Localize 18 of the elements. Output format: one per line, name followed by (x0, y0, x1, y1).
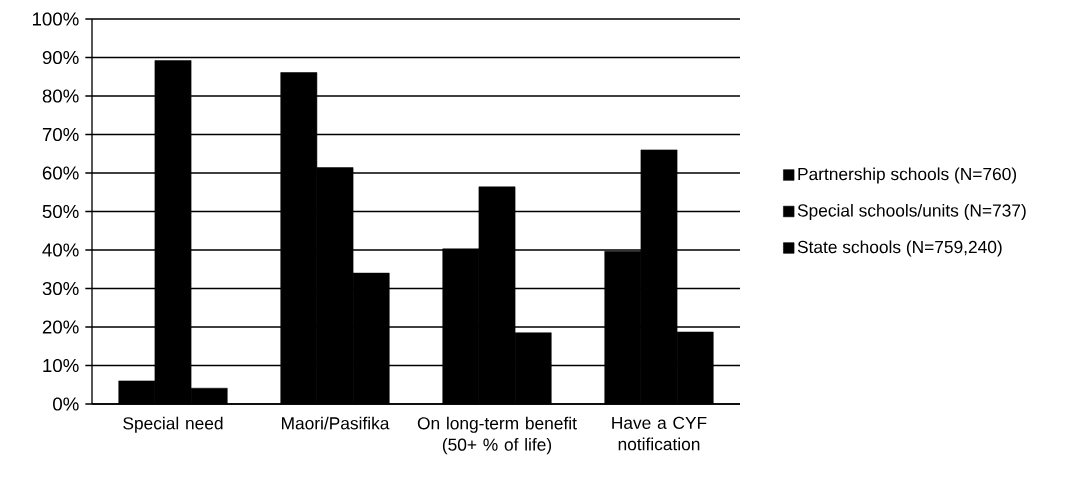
y-tick-label: 0% (53, 397, 79, 411)
x-tick-label: On long-term benefit (50+ % of life) (417, 416, 577, 455)
y-tick-label: 70% (42, 127, 79, 142)
y-tick-label: 30% (42, 281, 79, 296)
legend-label: Partnership schools (N=760) (798, 167, 1017, 184)
y-tick-label: 80% (42, 89, 79, 103)
y-tick-label: 50% (42, 204, 79, 219)
y-tick-label: 90% (42, 50, 79, 65)
legend-label: Special schools/units (N=737) (797, 203, 1026, 221)
y-tick-label: 40% (42, 243, 79, 257)
x-tick-label: Special need (123, 416, 223, 433)
y-tick-label: 10% (43, 358, 79, 373)
y-tick-label: 60% (42, 166, 79, 180)
y-tick-label: 100% (32, 12, 79, 26)
x-tick-label: Maori/Pasifika (282, 416, 390, 430)
legend-label: State schools (N=759,240) (797, 240, 1002, 257)
y-tick-label: 20% (42, 320, 79, 334)
x-tick-label: Have a CYF notification (612, 416, 707, 451)
